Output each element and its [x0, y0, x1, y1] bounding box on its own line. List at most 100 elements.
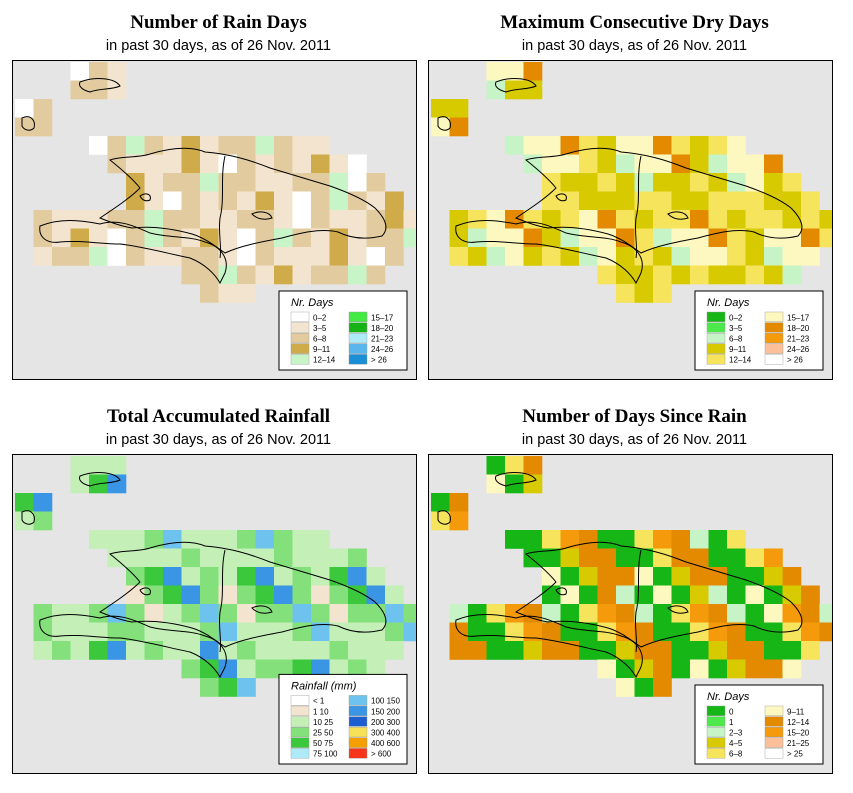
grid-cell	[144, 136, 164, 155]
grid-cell	[708, 585, 728, 605]
map-frame	[428, 454, 833, 774]
grid-cell	[348, 659, 367, 679]
grid-cell	[727, 659, 746, 679]
legend-label: 75 100	[313, 750, 338, 759]
grid-cell	[163, 136, 182, 155]
grid-cell	[468, 604, 487, 623]
grid-cell	[181, 154, 201, 174]
grid-cell	[579, 585, 598, 605]
grid-cell	[237, 228, 256, 248]
legend-label: 15–20	[787, 729, 810, 738]
grid-cell	[505, 247, 524, 266]
grid-cell	[486, 641, 506, 660]
legend-swatch	[764, 311, 784, 323]
legend-swatch	[706, 311, 726, 323]
grid-cell	[597, 210, 617, 229]
grid-cell	[348, 585, 367, 605]
grid-cell	[523, 228, 543, 248]
legend-label: 0–2	[313, 313, 327, 322]
grid-cell	[218, 136, 238, 155]
grid-cell	[505, 456, 524, 475]
grid-cell	[801, 585, 820, 605]
grid-cell	[366, 228, 386, 248]
panel-title: Total Accumulated Rainfall	[106, 406, 331, 427]
legend-label: 9–11	[729, 345, 747, 354]
grid-cell	[801, 622, 820, 642]
legend-swatch	[348, 737, 368, 748]
grid-cell	[255, 136, 275, 155]
map-frame	[12, 454, 417, 774]
grid-cell	[255, 567, 275, 586]
legend-label: 10 25	[313, 718, 334, 727]
grid-cell	[634, 548, 654, 568]
grid-cell	[33, 511, 53, 531]
grid-cell	[523, 210, 543, 229]
grid-cell	[126, 228, 145, 248]
legend-label: 50 75	[313, 739, 334, 748]
grid-cell	[449, 247, 469, 266]
grid-cell	[616, 641, 635, 660]
grid-cell	[523, 641, 543, 660]
grid-cell	[237, 585, 256, 605]
grid-cell	[329, 641, 349, 660]
grid-cell	[782, 641, 802, 660]
grid-cell	[486, 622, 506, 642]
grid-cell	[274, 585, 293, 605]
grid-cell	[274, 659, 293, 679]
grid-cell	[329, 210, 349, 229]
grid-cell	[616, 191, 635, 211]
legend-label: > 26	[371, 356, 387, 365]
grid-cell	[579, 173, 598, 192]
grid-cell	[366, 247, 386, 266]
grid-cell	[33, 117, 53, 137]
grid-cell	[70, 247, 90, 266]
grid-cell	[181, 659, 201, 679]
grid-cell	[782, 585, 802, 605]
legend-label: < 1	[313, 697, 325, 706]
grid-cell	[542, 210, 561, 229]
legend-label: 6–8	[313, 335, 327, 344]
grid-cell	[653, 265, 672, 285]
grid-cell	[385, 604, 404, 623]
grid-cell	[597, 154, 617, 174]
grid-cell	[292, 136, 312, 155]
grid-cell	[819, 210, 833, 229]
grid-cell	[782, 265, 802, 285]
grid-cell	[33, 99, 53, 118]
grid-cell	[431, 511, 450, 531]
grid-cell	[764, 247, 783, 266]
grid-cell	[597, 228, 617, 248]
grid-cell	[33, 247, 53, 266]
grid-cell	[366, 641, 386, 660]
grid-cell	[126, 530, 145, 549]
coastline	[437, 472, 803, 679]
grid-cell	[708, 641, 728, 660]
coastline	[437, 78, 803, 285]
legend: Nr. Days 0–2 3–5 6–89–11 12–14 15–17 18–20 21–2…	[694, 290, 824, 371]
grid-cell	[200, 567, 219, 586]
grid-cell	[523, 80, 543, 100]
grid-cell	[311, 659, 330, 679]
grid-cell	[782, 622, 802, 642]
grid-cell	[579, 641, 598, 660]
grid-cell	[671, 228, 691, 248]
grid-cell	[181, 530, 201, 549]
grid-cell	[255, 247, 275, 266]
grid-cell	[348, 154, 367, 174]
grid-cell	[144, 191, 164, 211]
grid-cell	[274, 247, 293, 266]
grid-cell	[764, 210, 783, 229]
grid-cell	[634, 585, 654, 605]
legend-label: 12–14	[787, 718, 810, 727]
grid-cell	[218, 548, 238, 568]
grid-cell	[727, 191, 746, 211]
grid-cell	[181, 585, 201, 605]
grid-cell	[449, 641, 469, 660]
legend-swatch	[764, 716, 784, 727]
grid-cell	[782, 567, 802, 586]
legend-label: 18–20	[371, 324, 394, 333]
legend-label: 21–23	[371, 335, 394, 344]
grid-cell	[107, 62, 127, 81]
grid-cell	[163, 173, 182, 192]
legend-label: 3–5	[313, 324, 327, 333]
